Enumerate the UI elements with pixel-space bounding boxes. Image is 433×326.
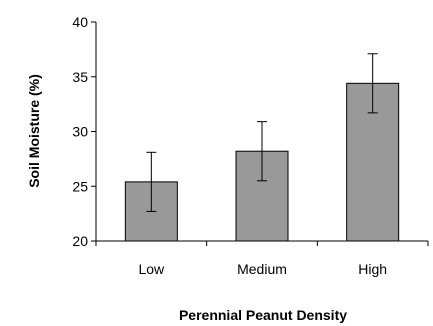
x-tick-labels: Low Medium High bbox=[138, 261, 387, 277]
x-tick-label-medium: Medium bbox=[237, 261, 287, 277]
y-tick-label: 20 bbox=[72, 233, 88, 249]
y-tick-label: 25 bbox=[72, 178, 88, 194]
x-tick-label-high: High bbox=[358, 261, 387, 277]
x-axis-title: Perennial Peanut Density bbox=[179, 307, 347, 323]
error-bars bbox=[146, 53, 378, 212]
y-tick-label: 35 bbox=[72, 69, 88, 85]
x-axis bbox=[95, 240, 429, 246]
y-axis: 20 25 30 35 40 bbox=[72, 14, 97, 249]
y-tick-label: 40 bbox=[72, 14, 88, 30]
x-tick-label-low: Low bbox=[138, 261, 165, 277]
y-axis-title: Soil Moisture (%) bbox=[26, 74, 42, 188]
y-tick-label: 30 bbox=[72, 124, 88, 140]
